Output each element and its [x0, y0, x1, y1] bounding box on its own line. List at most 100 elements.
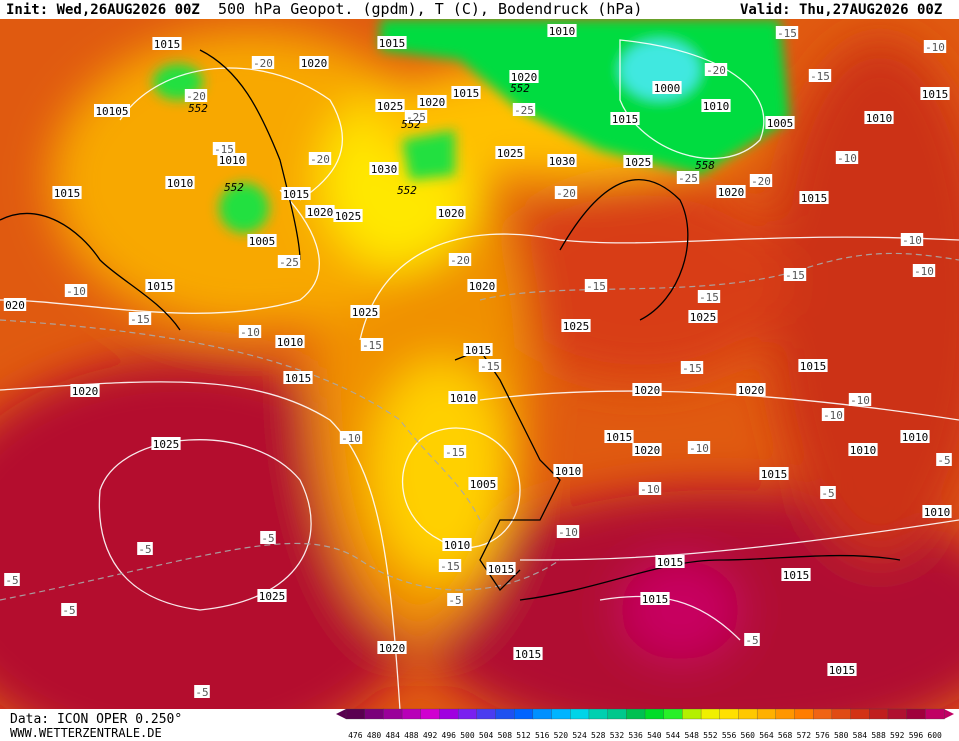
- temperature-label-box: [808, 69, 832, 82]
- pressure-label-box: [495, 146, 525, 159]
- temperature-label: -20: [186, 90, 206, 103]
- temperature-label-box: [638, 482, 662, 495]
- pressure-label-box: [798, 359, 828, 372]
- pressure-label: 1015: [453, 87, 480, 100]
- colorbar-label: 492: [423, 731, 438, 740]
- colorbar-swatch: [476, 708, 497, 720]
- pressure-label-box: [781, 568, 811, 581]
- temperature-label: -20: [706, 64, 726, 77]
- temperature-label: -20: [253, 57, 273, 70]
- pressure-label: 1010: [167, 177, 194, 190]
- colorbar-label: 548: [684, 731, 699, 740]
- pressure-label-box: [305, 205, 335, 218]
- pressure-label-box: [299, 56, 329, 69]
- temperature-label-box: [212, 142, 236, 155]
- pressure-label-box: [547, 154, 577, 167]
- pressure-label-box: [864, 111, 894, 124]
- pressure-label: 1010: [549, 25, 576, 38]
- colorbar-label: 496: [442, 731, 457, 740]
- colorbar-label: 480: [367, 731, 382, 740]
- pressure-label: 1010: [277, 336, 304, 349]
- pressure-label: 1025: [352, 306, 379, 319]
- temperature-label-box: [512, 103, 536, 116]
- colorbar-label: 508: [498, 731, 513, 740]
- pressure-label: 1025: [377, 100, 404, 113]
- colorbar-swatch: [532, 708, 553, 720]
- pressure-label: 1015: [761, 468, 788, 481]
- pressure-label-box: [283, 371, 313, 384]
- pressure-label-box: [553, 464, 583, 477]
- colorbar-swatch: [439, 708, 459, 720]
- pressure-label-box: [623, 155, 653, 168]
- temperature-label-box: [251, 56, 275, 69]
- site-text: WWW.WETTERZENTRALE.DE: [10, 726, 162, 740]
- geopotential-label: 552: [224, 181, 244, 194]
- colorbar-label: 532: [610, 731, 625, 740]
- colorbar-swatch: [364, 708, 385, 720]
- colorbar-label: 520: [554, 731, 569, 740]
- pressure-label-box: [610, 112, 640, 125]
- temperature-label: -15: [682, 362, 702, 375]
- temperature-label: -10: [558, 526, 578, 539]
- colorbar-label: 476: [348, 731, 363, 740]
- geopotential-label: 552: [510, 82, 530, 95]
- pressure-label-box: [375, 99, 405, 112]
- pressure-label: 1005: [470, 478, 497, 491]
- pressure-label-box: [561, 319, 591, 332]
- pressure-label: 1010: [450, 392, 477, 405]
- temperature-label-box: [936, 453, 952, 466]
- temperature-label: -10: [240, 326, 260, 339]
- temperature-label: -5: [138, 543, 151, 556]
- pressure-label-box: [655, 555, 685, 568]
- pressure-label-box: [922, 505, 952, 518]
- colorbar-swatch: [383, 708, 403, 720]
- pressure-label: 1025: [259, 590, 286, 603]
- pressure-label: 1020: [301, 57, 328, 70]
- geopotential-label: 552: [401, 118, 421, 131]
- pressure-label-box: [451, 86, 481, 99]
- pressure-label: 1015: [488, 563, 515, 576]
- colorbar-arrow-left: [336, 709, 346, 719]
- pressure-label-box: [70, 384, 100, 397]
- temperature-label-box: [923, 40, 947, 53]
- pressure-label: 1015: [801, 192, 828, 205]
- pressure-label: 1010: [902, 431, 929, 444]
- pressure-label-box: [920, 87, 950, 100]
- colorbar-swatch: [401, 708, 422, 720]
- temperature-label: -25: [406, 111, 426, 124]
- temperature-label: -5: [62, 604, 75, 617]
- colorbar-label: 560: [741, 731, 756, 740]
- field: [0, 19, 959, 709]
- temperature-label: -10: [640, 483, 660, 496]
- temperature-label: -20: [450, 254, 470, 267]
- pressure-label: 1020: [718, 186, 745, 199]
- pressure-label-box: [281, 187, 311, 200]
- pressure-label-box: [688, 310, 718, 323]
- colorbar-label: 596: [909, 731, 924, 740]
- pressure-label: 1025: [690, 311, 717, 324]
- pressure-label: 1010: [219, 154, 246, 167]
- colorbar-swatch: [925, 708, 945, 720]
- temperature-label: -25: [279, 256, 299, 269]
- colorbar-label: 568: [778, 731, 793, 740]
- pressure-label: 1030: [371, 163, 398, 176]
- temperature-label-box: [128, 312, 152, 325]
- colorbar-swatch: [644, 708, 665, 720]
- pressure-label-box: [52, 186, 82, 199]
- temperature-label-box: [687, 441, 711, 454]
- pressure-label: 1010: [555, 465, 582, 478]
- pressure-label-box: [547, 24, 577, 37]
- pressure-label: 1015: [800, 360, 827, 373]
- colorbar-label: 576: [815, 731, 830, 740]
- colorbar-swatch: [570, 708, 590, 720]
- temperature-label: -25: [678, 172, 698, 185]
- pressure-label-box: [827, 663, 857, 676]
- colorbar-swatch: [457, 708, 478, 720]
- pressure-label: 1020: [72, 385, 99, 398]
- data-source: Data: ICON OPER 0.250°: [10, 712, 182, 727]
- pressure-label: 1020: [307, 206, 334, 219]
- temperature-label: -10: [823, 409, 843, 422]
- temperature-label: -10: [341, 432, 361, 445]
- pressure-label-box: [604, 430, 634, 443]
